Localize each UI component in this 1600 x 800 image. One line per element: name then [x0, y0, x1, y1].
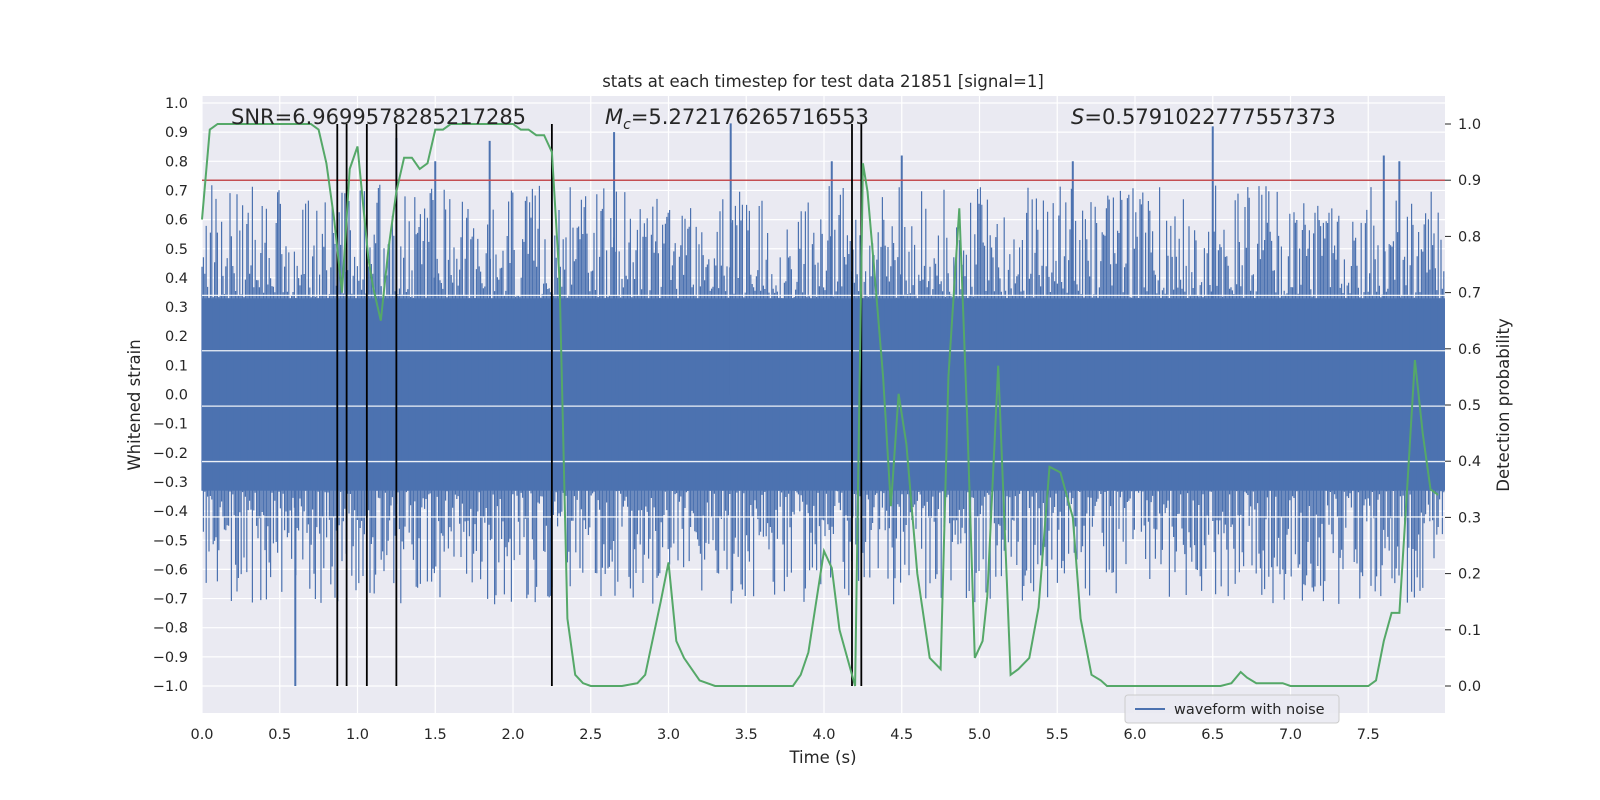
- y-left-tick-label: −0.4: [153, 504, 188, 520]
- y-left-tick-label: 0.3: [165, 300, 188, 316]
- s-symbol: S: [1071, 105, 1084, 129]
- y-left-tick-label: 0.1: [165, 358, 188, 374]
- y-left-tick-label: 0.4: [165, 271, 188, 287]
- y-right-tick-label: 0.8: [1458, 229, 1481, 245]
- x-tick-label: 0.5: [268, 727, 291, 743]
- x-tick-label: 0.0: [190, 727, 213, 743]
- legend-box: [1124, 694, 1340, 724]
- y-right-tick-label: 1.0: [1458, 117, 1481, 133]
- y-left-tick-label: −0.5: [153, 533, 188, 549]
- chirp-mass-value: =5.272176265716553: [631, 105, 869, 129]
- y-right-tick-label: 0.2: [1458, 567, 1481, 583]
- x-tick-label: 3.0: [657, 727, 680, 743]
- x-tick-label: 3.5: [735, 727, 758, 743]
- y-left-tick-label: 0.8: [165, 154, 188, 170]
- x-axis-label: Time (s): [788, 748, 856, 767]
- y-left-tick-label: −0.2: [153, 446, 188, 462]
- y-left-tick-label: 1.0: [165, 96, 188, 112]
- y-right-tick-label: 0.6: [1458, 342, 1481, 358]
- legend-label: waveform with noise: [1174, 702, 1325, 718]
- y-left-tick-label: 0.7: [165, 183, 188, 199]
- y-right-tick-label: 0.7: [1458, 286, 1481, 302]
- waveform-series: [201, 123, 1445, 686]
- y-left-tick-label: −0.9: [153, 650, 188, 666]
- y-left-tick-label: −0.7: [153, 592, 188, 608]
- x-tick-label: 4.5: [890, 727, 913, 743]
- y-left-tick-label: −1.0: [153, 679, 188, 695]
- chirp-mass-subscript: c: [623, 117, 631, 133]
- y-right-tick-label: 0.3: [1458, 510, 1481, 526]
- s-annotation: S=0.5791022777557373: [1071, 105, 1336, 129]
- y-right-tick-label: 0.9: [1458, 173, 1481, 189]
- chirp-mass-annotation: Mc=5.272176265716553: [605, 105, 869, 133]
- x-tick-label: 2.0: [501, 727, 524, 743]
- legend: waveform with noise: [1124, 694, 1340, 724]
- x-tick-label: 6.0: [1123, 727, 1146, 743]
- y-left-tick-label: −0.1: [153, 417, 188, 433]
- x-tick-label: 5.0: [968, 727, 991, 743]
- x-tick-label: 7.5: [1357, 727, 1380, 743]
- y-left-tick-label: −0.3: [153, 475, 188, 491]
- annotations-layer: [201, 123, 1445, 687]
- x-tick-label: 1.5: [424, 727, 447, 743]
- y-left-tick-label: 0.5: [165, 242, 188, 258]
- x-tick-label: 6.5: [1201, 727, 1224, 743]
- y-right-tick-label: 0.4: [1458, 454, 1481, 470]
- x-tick-label: 4.0: [812, 727, 835, 743]
- y-axis-label-right: Detection probability: [1494, 318, 1513, 492]
- y-left-tick-label: 0.6: [165, 213, 188, 229]
- y-left-tick-label: −0.8: [153, 621, 188, 637]
- x-tick-label: 2.5: [579, 727, 602, 743]
- chart-title: stats at each timestep for test data 218…: [602, 72, 1044, 91]
- x-tick-label: 7.0: [1279, 727, 1302, 743]
- chirp-mass-symbol: M: [605, 105, 623, 129]
- detection-probability-line: [201, 123, 1439, 687]
- y-left-tick-label: 0.9: [165, 125, 188, 141]
- y-axis-label-left: Whitened strain: [125, 339, 144, 470]
- x-tick-label: 5.5: [1046, 727, 1069, 743]
- y-left-tick-label: −0.6: [153, 562, 188, 578]
- x-tick-label: 1.0: [346, 727, 369, 743]
- y-right-tick-label: 0.5: [1458, 398, 1481, 414]
- y-left-tick-label: 0.0: [165, 388, 188, 404]
- snr-annotation: SNR=6.969957828521728​5: [231, 105, 526, 129]
- y-left-tick-label: 0.2: [165, 329, 188, 345]
- y-right-tick-label: 0.0: [1458, 679, 1481, 695]
- waveform-trace: [201, 184, 1445, 605]
- y-right-tick-label: 0.1: [1458, 623, 1481, 639]
- s-value: =0.5791022777557373: [1084, 105, 1335, 129]
